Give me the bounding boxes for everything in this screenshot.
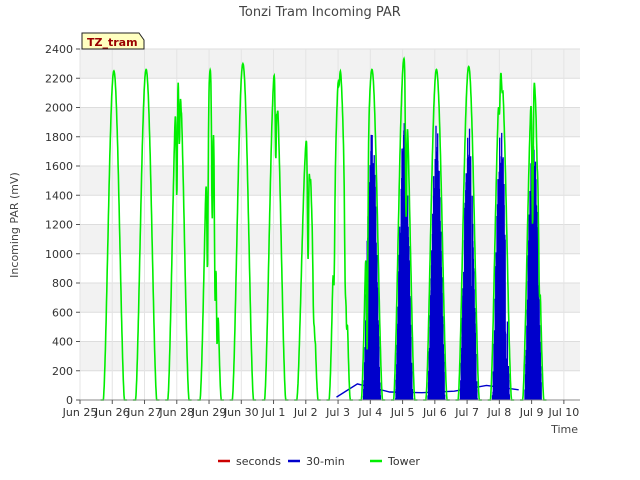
thirty-min-day-spikes bbox=[427, 125, 446, 400]
y-tick-label: 2200 bbox=[45, 72, 73, 85]
x-tick-label: Jun 26 bbox=[94, 406, 130, 419]
x-tick-label: Jul 7 bbox=[454, 406, 479, 419]
y-tick-label: 200 bbox=[52, 365, 73, 378]
y-tick-label: 400 bbox=[52, 336, 73, 349]
tower-day-curve bbox=[326, 68, 353, 401]
tower-day-curve bbox=[423, 68, 450, 401]
thirty-min-day-spikes bbox=[524, 146, 543, 400]
x-tick-label: Jun 29 bbox=[191, 406, 227, 419]
thirty-min-day-spikes bbox=[491, 132, 511, 400]
y-tick-label: 2400 bbox=[45, 43, 73, 56]
thirty-min-day-spikes bbox=[395, 123, 414, 400]
x-axis-label: Time bbox=[550, 423, 578, 436]
y-tick-label: 800 bbox=[52, 277, 73, 290]
x-tick-label: Jul 6 bbox=[422, 406, 447, 419]
tower-day-curve bbox=[261, 72, 289, 401]
site-label-box: TZ_tram bbox=[81, 32, 145, 50]
x-tick-label: Jul 10 bbox=[547, 406, 579, 419]
tower-day-curve bbox=[132, 68, 160, 401]
tower-day-curve bbox=[165, 82, 192, 401]
y-tick-label: 1800 bbox=[45, 131, 73, 144]
legend: seconds 30-min Tower bbox=[218, 455, 420, 468]
x-tick-label: Jul 5 bbox=[390, 406, 415, 419]
x-tick-label: Jun 25 bbox=[62, 406, 98, 419]
y-tick-label: 1600 bbox=[45, 160, 73, 173]
y-tick-label: 600 bbox=[52, 306, 73, 319]
plot-band bbox=[80, 107, 580, 137]
x-tick-label: Jul 2 bbox=[293, 406, 318, 419]
site-label-shape bbox=[81, 32, 145, 50]
legend-label: seconds bbox=[236, 455, 281, 468]
tower-day-curve bbox=[391, 56, 418, 401]
x-tick-label: Jun 28 bbox=[158, 406, 194, 419]
y-tick-label: 1400 bbox=[45, 189, 73, 202]
legend-label: 30-min bbox=[306, 455, 345, 468]
x-tick-label: Jul 3 bbox=[325, 406, 350, 419]
y-axis: 0 200 400 600 800 1000 1200 1400 1600 1800 2000 220… bbox=[45, 43, 80, 407]
tower-day-curve bbox=[358, 68, 386, 401]
tower-day-curve bbox=[294, 140, 321, 401]
chart-title: Tonzi Tram Incoming PAR bbox=[238, 5, 401, 20]
y-tick-label: 1000 bbox=[45, 248, 73, 261]
thirty-min-baseline bbox=[336, 383, 519, 398]
plot-area bbox=[79, 48, 580, 401]
tower-day-curve bbox=[197, 67, 224, 401]
series-tower bbox=[100, 56, 547, 401]
site-label: TZ_tram bbox=[87, 36, 138, 49]
x-tick-label: Jul 1 bbox=[261, 406, 286, 419]
x-tick-label: Jun 27 bbox=[126, 406, 162, 419]
tower-day-curve bbox=[455, 65, 482, 401]
y-axis-label: Incoming PAR (mV) bbox=[8, 172, 21, 278]
x-tick-label: Jul 4 bbox=[357, 406, 382, 419]
tower-day-curve bbox=[487, 72, 515, 401]
series-30-min bbox=[336, 123, 543, 400]
thirty-min-day-spikes bbox=[459, 128, 478, 400]
y-tick-label: 0 bbox=[66, 394, 73, 407]
tower-day-curve bbox=[520, 82, 547, 401]
y-tick-label: 2000 bbox=[45, 102, 73, 115]
legend-label: Tower bbox=[387, 455, 420, 468]
x-tick-label: Jul 8 bbox=[486, 406, 511, 419]
x-tick-label: Jun 30 bbox=[223, 406, 259, 419]
y-tick-label: 1200 bbox=[45, 219, 73, 232]
plot-band bbox=[80, 49, 580, 79]
tower-day-curve bbox=[229, 61, 257, 401]
x-tick-label: Jul 9 bbox=[519, 406, 544, 419]
thirty-min-day-spikes bbox=[362, 134, 382, 400]
tower-day-curve bbox=[100, 69, 128, 401]
